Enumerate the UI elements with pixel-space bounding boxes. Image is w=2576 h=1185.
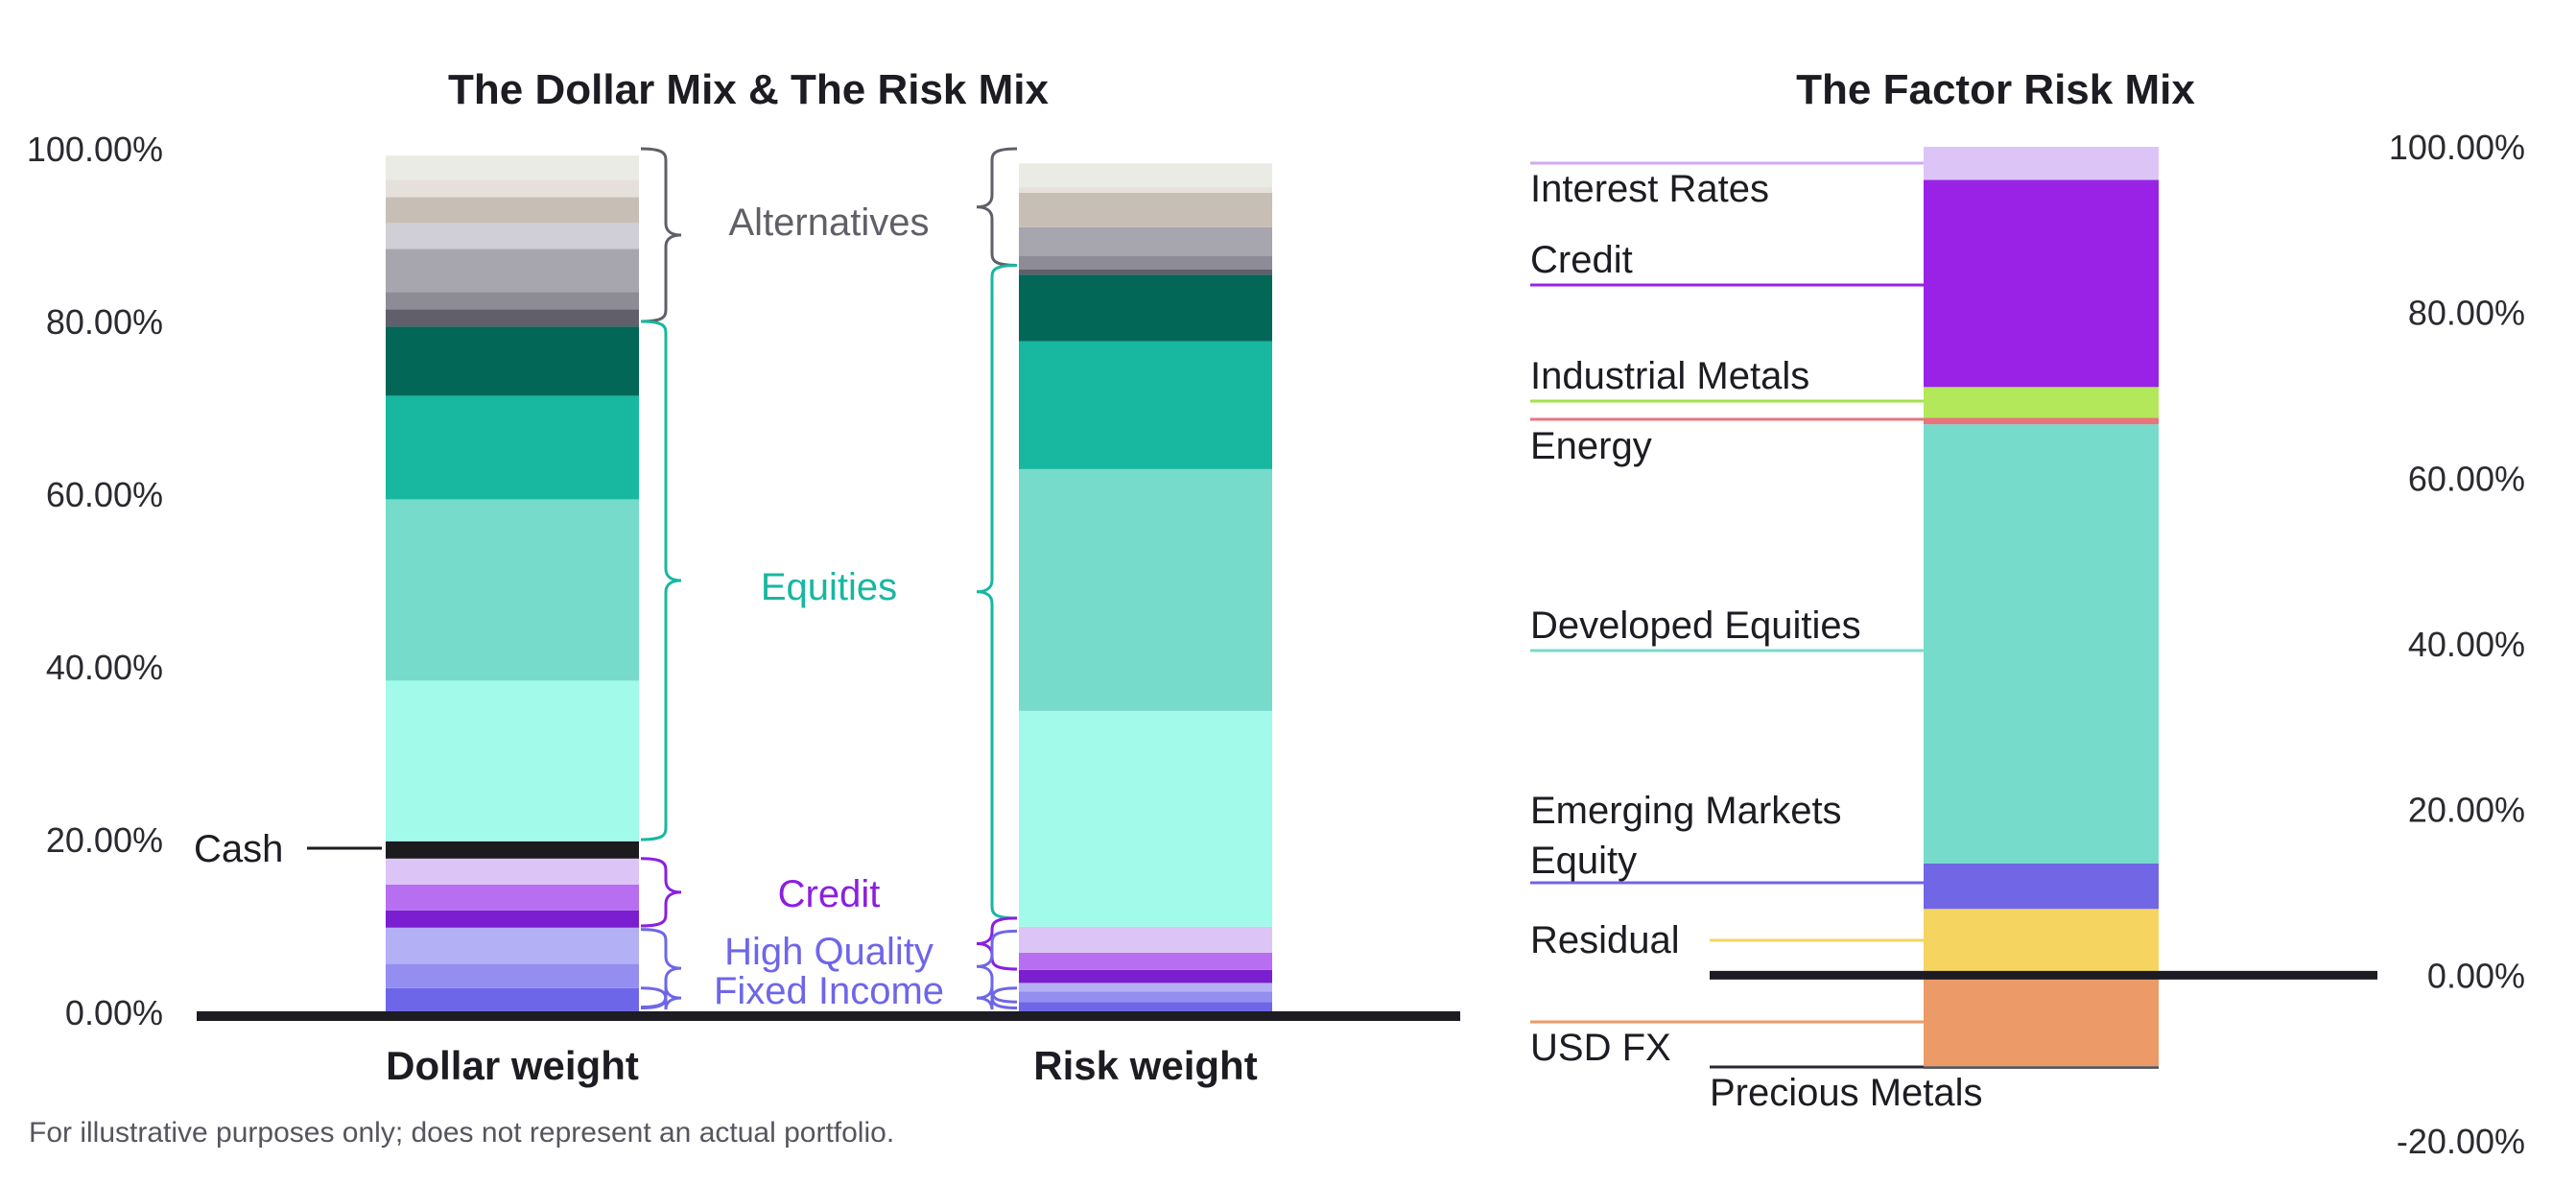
- right-y-tick-label: 100.00%: [2389, 128, 2525, 167]
- bar-segment-dollar-alternatives-6: [386, 179, 639, 198]
- bar-segment-dollar-high-quality-fixed-income-3: [386, 927, 639, 964]
- factor-bar-segment-usd-fx: [1924, 975, 2159, 1067]
- factor-bar-segment-precious-metals: [1924, 1066, 2159, 1069]
- left-y-tick-label: 40.00%: [46, 648, 163, 687]
- bracket-dollar-fixed-income: [640, 986, 682, 1010]
- factor-label-industrial-metals: Industrial Metals: [1530, 355, 1809, 397]
- left-stacked-bars: [386, 155, 1272, 1012]
- bar-segment-dollar-high-quality-fixed-income-2: [386, 963, 639, 988]
- cash-label: Cash: [194, 828, 283, 870]
- left-group-brackets: Alternatives Equities Credit High QualityFi…: [640, 147, 1018, 1012]
- factor-bar-segment-emerging-markets-equity: [1924, 863, 2159, 910]
- right-y-tick-label: 80.00%: [2408, 294, 2525, 333]
- bar-segment-dollar-high-quality-fixed-income-1: [386, 987, 639, 1012]
- bar-segment-risk-credit-1: [1019, 969, 1272, 984]
- bar-segment-dollar-equities-2: [386, 499, 639, 681]
- factor-bar-segment-credit: [1924, 179, 2159, 388]
- group-label-alternatives: Alternatives: [729, 201, 930, 244]
- group-label-high-quality: High Quality: [724, 931, 934, 973]
- left-chart-title: The Dollar Mix & The Risk Mix: [448, 66, 1049, 113]
- factor-label-energy: Energy: [1530, 425, 1652, 467]
- factor-label-credit: Credit: [1530, 239, 1633, 281]
- right-y-tick-label: 40.00%: [2408, 625, 2525, 664]
- right-y-tick-label: 20.00%: [2408, 791, 2525, 830]
- bar-segment-risk-equities-2: [1019, 468, 1272, 711]
- group-label-credit: Credit: [778, 873, 881, 915]
- factor-labels: Interest Rates Credit Industrial Metals …: [1530, 168, 1983, 1114]
- x-label-dollar-weight: Dollar weight: [386, 1043, 639, 1088]
- left-y-tick-label: 0.00%: [65, 993, 163, 1032]
- bar-segment-dollar-equities-4: [386, 326, 639, 396]
- group-label-equities: Equities: [761, 566, 897, 608]
- bracket-risk-credit: [976, 916, 1018, 971]
- right-stacked-bar: [1530, 147, 2159, 1069]
- factor-label-interest-rates: Interest Rates: [1530, 168, 1769, 210]
- bracket-risk-alternatives: [976, 147, 1018, 267]
- bar-segment-dollar-equities-1: [386, 680, 639, 841]
- factor-bar-segment-interest-rates: [1924, 147, 2159, 180]
- factor-bar-segment-residual: [1924, 909, 2159, 976]
- factor-label-developed-equities: Developed Equities: [1530, 604, 1861, 647]
- bar-segment-risk-alternatives-6: [1019, 187, 1272, 193]
- right-y-tick-label: 0.00%: [2427, 956, 2525, 995]
- bar-segment-risk-alternatives-3: [1019, 226, 1272, 256]
- bracket-dollar-equities: [640, 320, 682, 841]
- bar-segment-dollar-alternatives-7: [386, 155, 639, 180]
- bracket-dollar-alternatives: [640, 147, 682, 323]
- factor-label-precious-metals: Precious Metals: [1710, 1072, 1983, 1114]
- factor-label-residual: Residual: [1530, 919, 1680, 961]
- bar-segment-dollar-credit-1: [386, 910, 639, 928]
- bar-segment-risk-credit-3: [1019, 926, 1272, 953]
- bar-segment-risk-equities-4: [1019, 274, 1272, 342]
- bar-segment-dollar-credit-3: [386, 858, 639, 885]
- factor-bar-segment-industrial-metals: [1924, 387, 2159, 418]
- right-chart-title: The Factor Risk Mix: [1796, 66, 2195, 113]
- right-y-tick-label: 60.00%: [2408, 459, 2525, 498]
- right-y-tick-label: -20.00%: [2397, 1122, 2525, 1161]
- bar-segment-risk-high-quality-fixed-income-1: [1019, 1002, 1272, 1012]
- bar-segment-risk-alternatives-2: [1019, 255, 1272, 270]
- factor-bar-segment-developed-equities: [1924, 424, 2159, 864]
- group-label-fixed-income: Fixed Income: [714, 970, 944, 1012]
- factor-label-usd-fx: USD FX: [1530, 1027, 1671, 1069]
- factor-label-emerging-markets-equity: Emerging Markets Equity: [1530, 790, 1853, 882]
- bar-segment-risk-equities-1: [1019, 710, 1272, 927]
- bracket-risk-equities: [976, 264, 1018, 920]
- x-label-risk-weight: Risk weight: [1033, 1043, 1257, 1088]
- bar-segment-dollar-equities-3: [386, 395, 639, 500]
- bar-segment-risk-equities-3: [1019, 341, 1272, 469]
- factor-bar-segment-energy: [1924, 417, 2159, 425]
- bracket-dollar-high-quality: [640, 928, 682, 1009]
- bar-segment-risk-alternatives-5: [1019, 192, 1272, 227]
- bar-segment-dollar-alternatives-2: [386, 292, 639, 310]
- bracket-risk-fixed-income: [976, 986, 1018, 1010]
- factor-label-emerging-markets-equity-line2: Equity: [1530, 840, 1637, 882]
- bar-segment-risk-high-quality-fixed-income-2: [1019, 991, 1272, 1003]
- left-y-tick-label: 20.00%: [46, 820, 163, 860]
- footnote: For illustrative purposes only; does not…: [29, 1117, 894, 1149]
- bar-segment-risk-alternatives-7: [1019, 163, 1272, 188]
- bar-segment-dollar-alternatives-1: [386, 309, 639, 327]
- left-y-tick-label: 60.00%: [46, 475, 163, 514]
- bar-segment-risk-high-quality-fixed-income-3: [1019, 983, 1272, 992]
- left-y-tick-label: 100.00%: [27, 130, 163, 169]
- bar-segment-risk-alternatives-1: [1019, 270, 1272, 275]
- bar-segment-dollar-alternatives-4: [386, 223, 639, 249]
- left-y-tick-label: 80.00%: [46, 302, 163, 342]
- bar-segment-dollar-cash: [386, 841, 639, 859]
- factor-label-emerging-markets-equity-line1: Emerging Markets: [1530, 790, 1842, 832]
- bracket-dollar-credit: [640, 857, 682, 928]
- right-y-axis: -20.00% 0.00% 20.00% 40.00% 60.00% 80.00…: [2389, 128, 2525, 1161]
- bar-segment-risk-credit-2: [1019, 952, 1272, 970]
- bar-segment-dollar-alternatives-3: [386, 249, 639, 293]
- left-y-axis: 0.00% 20.00% 40.00% 60.00% 80.00% 100.00…: [27, 130, 163, 1032]
- bar-segment-dollar-alternatives-5: [386, 197, 639, 224]
- bar-segment-dollar-credit-2: [386, 884, 639, 911]
